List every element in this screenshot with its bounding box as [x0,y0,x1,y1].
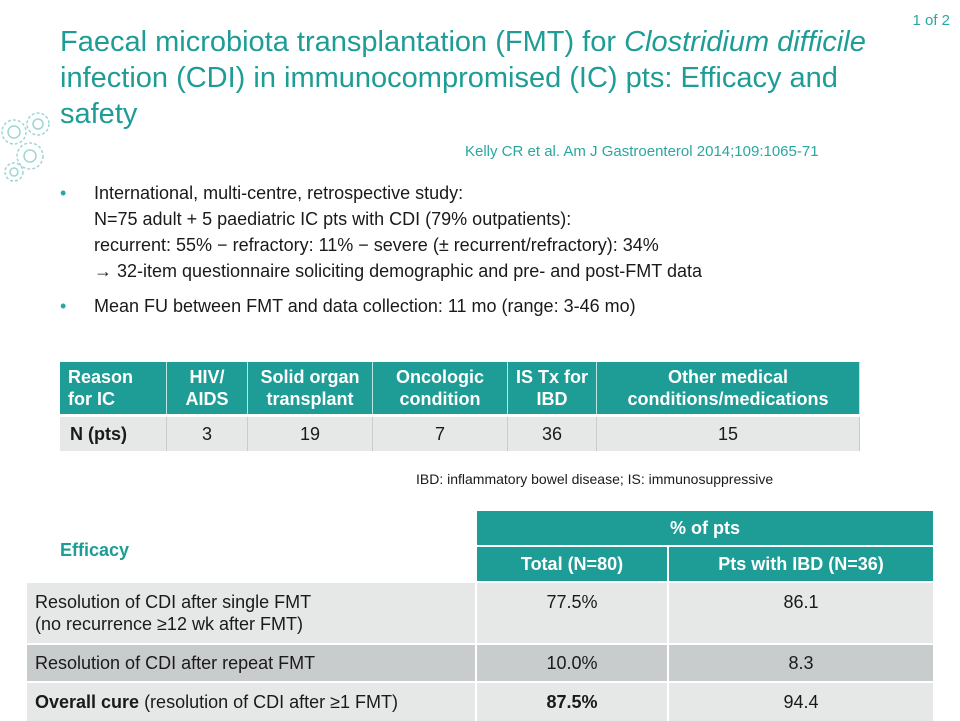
row-label-bold: Overall cure [35,692,140,712]
row-label: Resolution of CDI after single FMT (no r… [27,581,476,644]
bullet-line: → 32-item questionnaire soliciting demog… [94,261,702,281]
table-row: Resolution of CDI after repeat FMT 10.0%… [27,643,933,682]
value-ibd: 8.3 [667,643,933,682]
value-total: 10.0% [475,643,668,682]
header-cell: Reason for IC [60,362,167,416]
table-cell: 15 [596,414,860,451]
reasons-data-row: N (pts) 3 19 7 36 15 [60,414,860,451]
efficacy-col-header-row: Total (N=80) Pts with IBD (N=36) [27,545,933,582]
bullet-list: • International, multi-centre, retrospec… [60,180,860,328]
col-header-total: Total (N=80) [475,545,668,582]
table-cell: 7 [372,414,508,451]
efficacy-label-cell [27,511,476,582]
bullet-text: Mean FU between FMT and data collection:… [94,296,636,316]
title-italic: Clostridium difficile [624,26,866,58]
abbreviations-footnote: IBD: inflammatory bowel disease; IS: imm… [416,471,774,487]
table-row: Overall cure (resolution of CDI after ≥1… [27,681,933,721]
group-header: % of pts [475,511,933,546]
bullet-item-followup: • Mean FU between FMT and data collectio… [60,293,860,319]
table-cell: 3 [166,414,248,451]
page-counter: 1 of 2 [912,12,950,29]
slide-title: Faecal microbiota transplantation (FMT) … [60,24,880,132]
reasons-header-row: Reason for IC HIV/ AIDS Solid organ tran… [60,362,860,416]
table-row: Resolution of CDI after single FMT (no r… [27,581,933,644]
header-cell: HIV/ AIDS [166,362,248,416]
value-total: 77.5% [475,581,668,644]
row-label-line: (no recurrence ≥12 wk after FMT) [35,614,303,634]
header-cell: IS Tx for IBD [507,362,597,416]
row-label: Resolution of CDI after repeat FMT [27,643,476,682]
value-total: 87.5% [475,681,668,721]
header-cell: Other medical conditions/medications [596,362,860,416]
value-ibd: 86.1 [667,581,933,644]
row-label-rest: (resolution of CDI after ≥1 FMT) [139,692,399,712]
col-header-ibd: Pts with IBD (N=36) [667,545,933,582]
bullet-item-study: • International, multi-centre, retrospec… [60,180,860,284]
decorative-flower-icon [1,112,50,182]
header-cell: Oncologic condition [372,362,508,416]
bullet-marker: • [60,296,67,316]
row-label: Overall cure (resolution of CDI after ≥1… [27,681,476,721]
bullet-line: International, multi-centre, retrospecti… [94,183,464,203]
reasons-table: Reason for IC HIV/ AIDS Solid organ tran… [60,362,860,451]
row-label: N (pts) [60,414,167,451]
value-ibd: 94.4 [667,681,933,721]
bullet-marker: • [60,183,67,203]
table-cell: 36 [507,414,597,451]
citation: Kelly CR et al. Am J Gastroenterol 2014;… [465,143,819,160]
efficacy-group-header-row: % of pts [27,511,933,582]
bullet-line: recurrent: 55% − refractory: 11% − sever… [94,235,659,255]
row-label-line: Resolution of CDI after single FMT [35,592,312,612]
header-cell: Solid organ transplant [247,362,373,416]
title-part-1: Faecal microbiota transplantation (FMT) … [60,26,625,58]
efficacy-table: % of pts Total (N=80) Pts with IBD (N=36… [27,511,933,721]
efficacy-heading: Efficacy [60,540,130,560]
title-part-2: infection (CDI) in immunocompromised (IC… [60,62,838,130]
table-cell: 19 [247,414,373,451]
bullet-line: N=75 adult + 5 paediatric IC pts with CD… [94,209,572,229]
